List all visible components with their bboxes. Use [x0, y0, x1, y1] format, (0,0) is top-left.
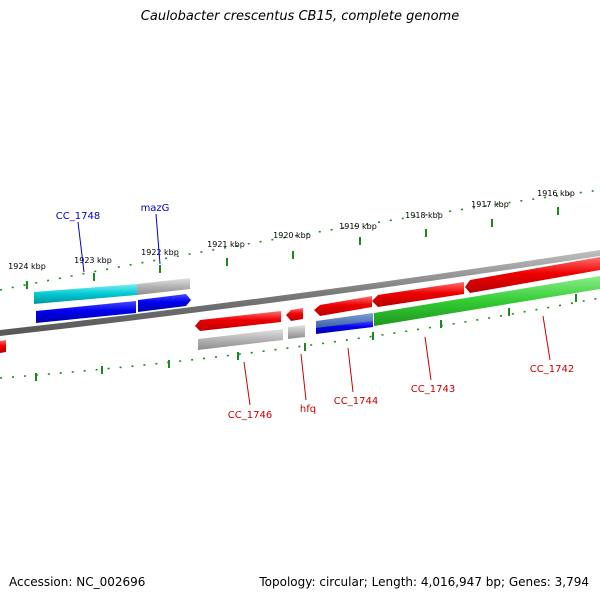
topology-text: Topology: circular; Length: 4,016,947 bp… [259, 575, 589, 589]
gene-label-hfq[interactable]: hfq [300, 404, 316, 415]
scale-label: 1916 kbp [537, 189, 575, 198]
gene-label-mazg[interactable]: mazG [141, 203, 170, 214]
cc1742-feature[interactable] [465, 257, 600, 293]
scale-label: 1921 kbp [207, 240, 245, 249]
scale-label: 1920 kbp [273, 231, 311, 240]
inner-major-ticks [35, 294, 577, 381]
genome-backbone [0, 250, 600, 336]
cc1746-feature[interactable] [195, 311, 281, 331]
cc1743-green-feature[interactable] [374, 276, 600, 326]
scale-label: 1919 kbp [339, 222, 377, 231]
label-connectors [77, 213, 551, 406]
scale-label: 1924 kbp [8, 262, 46, 271]
outer-major-ticks [26, 207, 559, 289]
scale-label: 1917 kbp [471, 200, 509, 209]
inner-scale-ticks [0, 297, 600, 379]
cc1744-blue-feature[interactable] [316, 321, 373, 334]
gene-label-cc1743[interactable]: CC_1743 [411, 384, 455, 395]
forward-features [34, 257, 600, 316]
gene-labels: CC_1748 mazG CC_1746 hfq CC_1744 CC_1743… [56, 203, 574, 421]
scale-label: 1922 kbp [141, 248, 179, 257]
scale-labels: 1924 kbp 1923 kbp 1922 kbp 1921 kbp 1920… [8, 189, 575, 271]
outer-scale-ticks [0, 189, 600, 291]
gene-label-cc1742[interactable]: CC_1742 [530, 364, 574, 375]
hfq-gray-feature[interactable] [288, 325, 305, 339]
cc1748-feature[interactable] [34, 284, 137, 304]
map-title: Caulobacter crescentus CB15, complete ge… [140, 9, 460, 24]
left-edge-red-feature[interactable] [0, 340, 6, 353]
cc1748-blue-feature[interactable] [36, 301, 136, 323]
cc1744-feature[interactable] [314, 296, 372, 316]
cc1746-gray-feature[interactable] [198, 329, 283, 350]
cc1743-feature[interactable] [372, 282, 464, 307]
scale-label: 1923 kbp [74, 256, 112, 265]
gene-label-cc1746[interactable]: CC_1746 [228, 410, 272, 421]
reverse-features [0, 276, 600, 353]
accession-text: Accession: NC_002696 [9, 575, 146, 589]
gene-label-cc1748[interactable]: CC_1748 [56, 211, 100, 222]
hfq-feature[interactable] [286, 308, 303, 321]
mazg-blue-feature[interactable] [138, 294, 191, 312]
gene-label-cc1744[interactable]: CC_1744 [334, 396, 378, 407]
mazg-pseudo-feature[interactable] [137, 278, 190, 295]
scale-label: 1918 kbp [405, 211, 443, 220]
